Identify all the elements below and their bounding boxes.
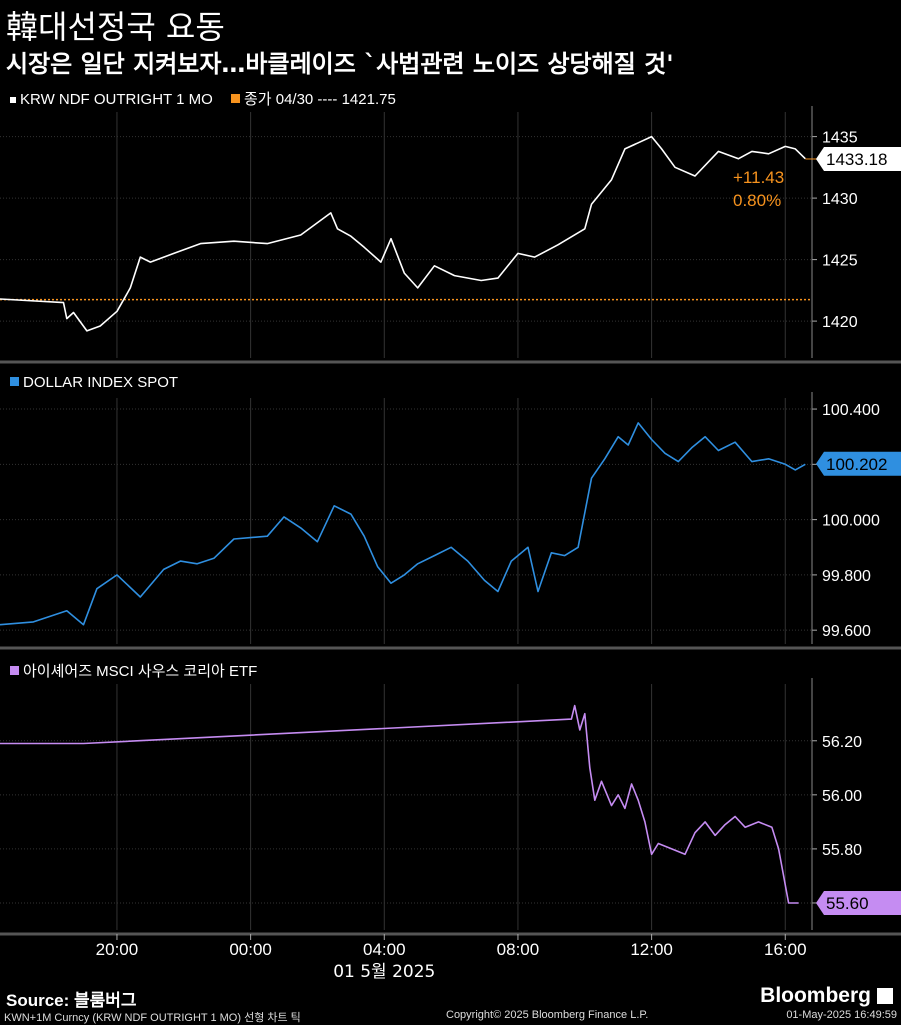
dxy-legend-label: DOLLAR INDEX SPOT (23, 374, 179, 391)
y-tick-label: 55.80 (822, 842, 862, 859)
etf-legend-swatch (10, 666, 19, 675)
krw-legend: KRW NDF OUTRIGHT 1 MO 종가 04/30 ---- 1421… (10, 88, 396, 109)
chart-area: 1420 1425 1430 1435 1433.18 99.600 99.800 100.0… (0, 106, 901, 982)
chart-title: 韓대선정국 요동 (6, 8, 225, 46)
krw-legend-label: KRW NDF OUTRIGHT 1 MO (20, 91, 213, 108)
close-legend-swatch (230, 94, 240, 103)
etf-series-line (0, 704, 799, 904)
y-tick-label: 99.600 (822, 623, 871, 640)
y-tick-label: 1435 (822, 130, 858, 147)
etf-legend: 아이셰어즈 MSCI 사우스 코리아 ETF (10, 660, 257, 681)
etf-last-value-label: 55.60 (826, 894, 869, 913)
y-tick-label: 1430 (822, 191, 858, 208)
y-tick-label: 56.00 (822, 788, 862, 805)
x-tick-label: 04:00 (363, 940, 406, 959)
close-legend-label: 종가 04/30 ---- 1421.75 (243, 91, 396, 108)
y-tick-label: 100.000 (822, 513, 880, 530)
footer-timestamp: 01-May-2025 16:49:59 (786, 1009, 897, 1021)
x-tick-label: 12:00 (630, 940, 673, 959)
dxy-last-value-label: 100.202 (826, 455, 887, 474)
dxy-last-value-box (816, 451, 901, 476)
y-tick-label: 100.400 (822, 402, 880, 419)
footer-copyright: Copyright© 2025 Bloomberg Finance L.P. (446, 1009, 649, 1021)
krw-change-pct: 0.80% (733, 191, 781, 210)
krw-change-value: +11.43 (733, 168, 784, 187)
y-tick-label: 99.800 (822, 568, 871, 585)
etf-last-value-box (816, 890, 901, 915)
krw-series-line (0, 135, 806, 332)
dxy-series-line (0, 422, 806, 626)
x-tick-label: 16:00 (764, 940, 807, 959)
x-tick-label: 00:00 (229, 940, 272, 959)
krw-legend-swatch (10, 97, 16, 103)
x-date-label: 01 5월 2025 (333, 962, 435, 982)
etf-legend-label: 아이셰어즈 MSCI 사우스 코리아 ETF (23, 663, 258, 680)
x-tick-label: 08:00 (497, 940, 540, 959)
bloomberg-chart-icon (877, 988, 893, 1004)
dxy-legend-swatch (10, 377, 19, 386)
x-tick-label: 20:00 (96, 940, 139, 959)
dxy-legend: DOLLAR INDEX SPOT (10, 374, 178, 391)
footer-ticker-note: KWN+1M Curncy (KRW NDF OUTRIGHT 1 MO) 선형… (4, 1012, 301, 1024)
brand-logo: Bloomberg (760, 984, 871, 1007)
chart-subtitle: 시장은 일단 지켜보자…바클레이즈 `사법관련 노이즈 상당해질 것' (6, 50, 674, 78)
y-tick-label: 1425 (822, 253, 858, 270)
krw-last-value-label: 1433.18 (826, 150, 887, 169)
y-tick-label: 56.20 (822, 734, 862, 751)
krw-last-value-box (816, 146, 901, 171)
source-label: Source: 블룸버그 (6, 991, 137, 1010)
y-tick-label: 1420 (822, 314, 858, 331)
